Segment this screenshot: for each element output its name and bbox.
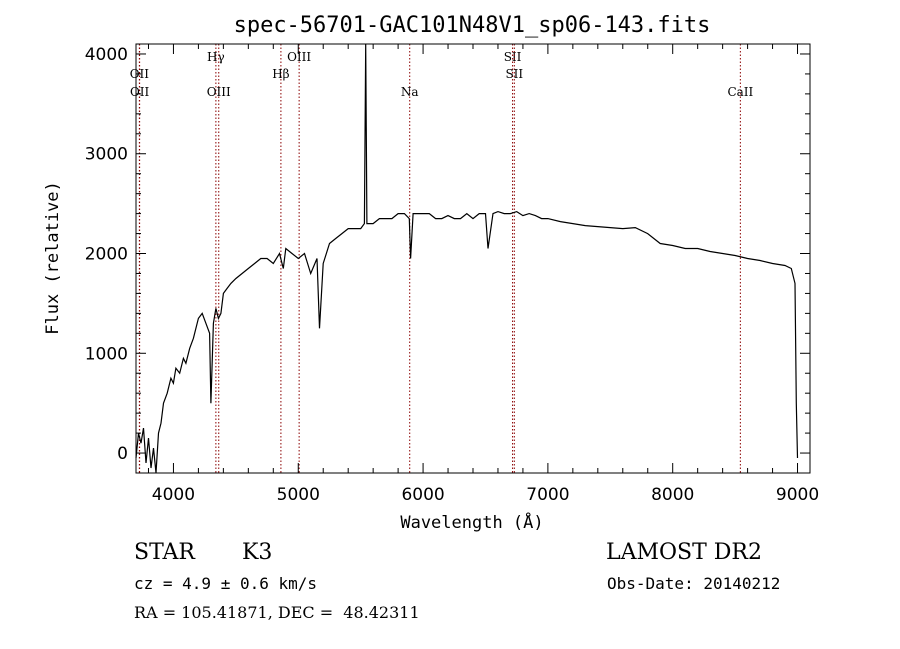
y-tick-label: 1000 <box>85 344 128 364</box>
emission-line-label: CaII <box>727 85 753 99</box>
y-tick-label: 2000 <box>85 245 128 265</box>
x-axis-label: Wavelength (Å) <box>400 511 543 533</box>
plot-frame <box>135 43 811 474</box>
x-tick-label: 8000 <box>651 485 694 505</box>
x-tick-label: 5000 <box>277 485 320 505</box>
object-subclass: K3 <box>242 540 273 565</box>
spectrum-series-line <box>135 43 799 474</box>
x-tick-label: 7000 <box>526 485 569 505</box>
redshift-cz: cz = 4.9 ± 0.6 km/s <box>134 574 318 593</box>
coordinates: RA = 105.41871, DEC = 48.42311 <box>134 603 420 622</box>
x-tick-label: 4000 <box>152 485 195 505</box>
y-tick-label: 3000 <box>85 145 128 165</box>
emission-line-label: OIII <box>207 85 231 99</box>
y-tick-label: 0 <box>117 444 128 464</box>
y-tick-label: 4000 <box>85 45 128 65</box>
emission-line-label: Hγ <box>207 50 225 64</box>
observation-date: Obs-Date: 20140212 <box>607 574 781 593</box>
emission-line-label: OII <box>130 85 150 99</box>
emission-lines: OIIOIIHγOIIIHβOIIINaSIISIICaII <box>130 44 754 473</box>
axis-ticks: 4000 5000 6000 7000 8000 9000 0 1000 2000 3000 400… <box>85 44 819 505</box>
emission-line-label: SII <box>504 50 522 64</box>
emission-line-label: SII <box>505 67 523 81</box>
y-axis-label: Flux (relative) <box>43 181 63 335</box>
emission-line-label: Na <box>401 85 419 99</box>
chart-title: spec-56701-GAC101N48V1_sp06-143.fits <box>234 13 711 38</box>
emission-line-label: Hβ <box>272 67 289 81</box>
object-class: STAR <box>134 540 195 565</box>
emission-line-label: OIII <box>287 50 311 64</box>
x-tick-label: 9000 <box>776 485 819 505</box>
x-tick-label: 6000 <box>401 485 444 505</box>
survey-name: LAMOST DR2 <box>606 540 762 565</box>
